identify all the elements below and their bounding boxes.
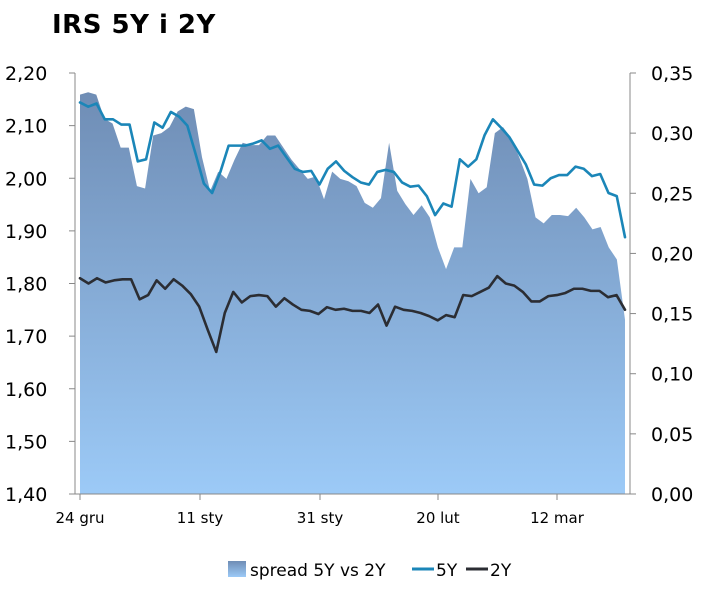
y-right-tick-label: 0,05 [651,424,693,446]
x-tick-label: 20 lut [416,509,460,527]
chart-title: IRS 5Y i 2Y [52,10,216,40]
y-right-tick-label: 0,35 [651,63,693,85]
x-tick-label: 31 sty [297,509,344,527]
legend-label-5y: 5Y [436,561,458,581]
legend: spread 5Y vs 2Y 5Y 2Y [228,561,512,581]
y-right-tick-label: 0,00 [651,484,693,506]
y-right-tick-label: 0,25 [651,183,693,205]
x-tick-label: 12 mar [530,509,585,527]
y-left-tick-label: 1,70 [5,326,47,348]
y-left-tick-label: 1,90 [5,221,47,243]
y-right-tick-label: 0,30 [651,123,693,145]
y-left-tick-label: 1,80 [5,274,47,296]
legend-label-2y: 2Y [490,561,512,581]
series-line-2y [78,274,627,354]
y-left-tick-label: 1,40 [5,484,47,506]
y-right-tick-label: 0,20 [651,243,693,265]
y-right-tick-label: 0,10 [651,364,693,386]
y-right-tick-label: 0,15 [651,304,693,326]
y-left-tick-label: 2,10 [5,116,47,138]
series-area-spread [80,92,625,494]
y-left-tick-label: 1,50 [5,431,47,453]
x-tick-label: 11 sty [177,509,224,527]
y-left-tick-label: 1,60 [5,379,47,401]
y-left-tick-label: 2,20 [5,63,47,85]
legend-label-spread: spread 5Y vs 2Y [250,561,386,581]
legend-swatch-spread [228,561,246,577]
x-tick-label: 24 gru [55,509,104,527]
y-left-tick-label: 2,00 [5,168,47,190]
series-line-5y [78,101,627,239]
